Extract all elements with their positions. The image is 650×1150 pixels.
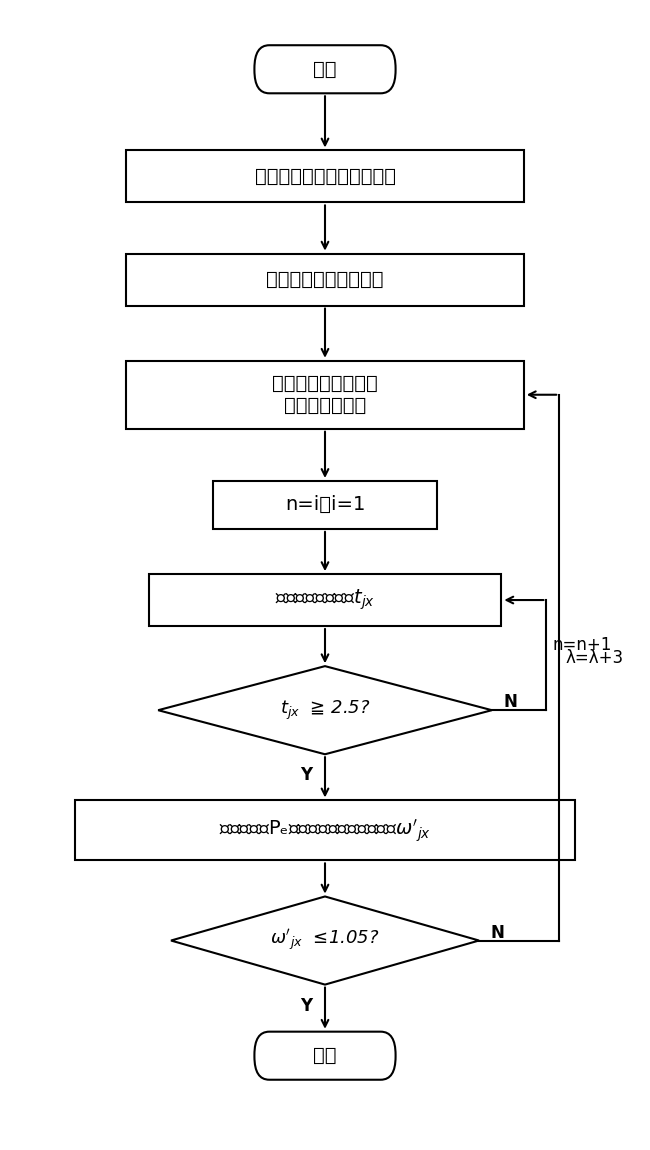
- Text: λ=λ+3: λ=λ+3: [566, 649, 624, 667]
- Text: 读取风电场实时状态量: 读取风电场实时状态量: [266, 270, 384, 289]
- FancyBboxPatch shape: [213, 481, 437, 529]
- FancyBboxPatch shape: [254, 1032, 396, 1080]
- Text: N: N: [503, 693, 517, 711]
- Text: n=i，i=1: n=i，i=1: [285, 496, 365, 514]
- FancyBboxPatch shape: [254, 45, 396, 93]
- FancyBboxPatch shape: [126, 253, 524, 306]
- Text: $\omega'_{jx}$  ≤1.05?: $\omega'_{jx}$ ≤1.05?: [270, 928, 380, 953]
- Text: 计算风电场等値功角
及惯量时间常数: 计算风电场等値功角 及惯量时间常数: [272, 374, 378, 415]
- FancyBboxPatch shape: [149, 574, 501, 626]
- FancyBboxPatch shape: [75, 800, 575, 860]
- Text: 求取切机量Pₑ和相应的极限合闸角频率$\omega'_{jx}$: 求取切机量Pₑ和相应的极限合闸角频率$\omega'_{jx}$: [219, 818, 431, 844]
- Text: $t_{jx}$  ≧ 2.5?: $t_{jx}$ ≧ 2.5?: [280, 698, 370, 722]
- Text: 结束: 结束: [313, 1046, 337, 1065]
- Text: n=n+1: n=n+1: [552, 636, 612, 654]
- Text: N: N: [491, 923, 504, 942]
- Text: 风电场侧联络线断路器动作: 风电场侧联络线断路器动作: [255, 167, 395, 186]
- Polygon shape: [171, 897, 479, 984]
- Text: 开始: 开始: [313, 60, 337, 78]
- FancyBboxPatch shape: [126, 361, 524, 429]
- Text: Y: Y: [300, 766, 312, 784]
- FancyBboxPatch shape: [126, 151, 524, 202]
- Polygon shape: [158, 666, 492, 754]
- Text: 计算极限合闸时间$t_{jx}$: 计算极限合闸时间$t_{jx}$: [275, 588, 375, 612]
- Text: Y: Y: [300, 997, 312, 1014]
